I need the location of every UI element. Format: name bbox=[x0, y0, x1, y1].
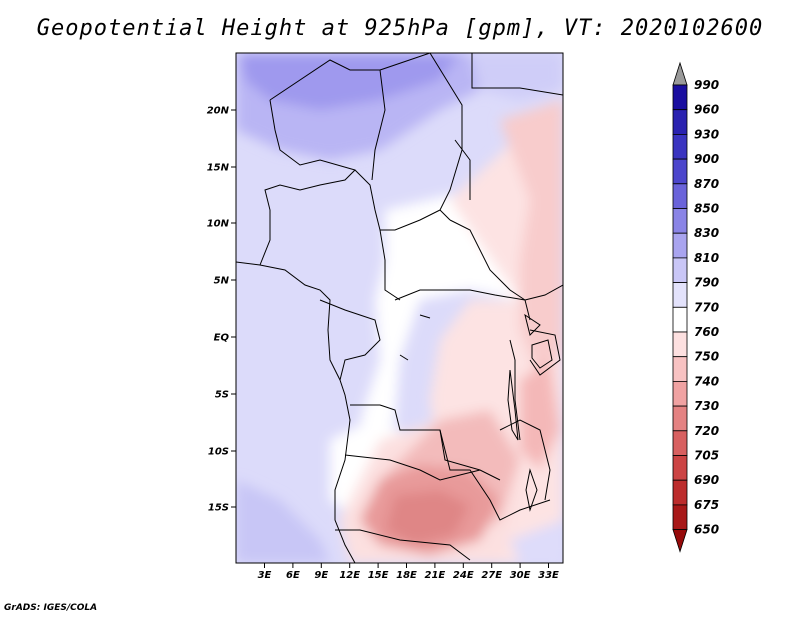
colorbar-segment bbox=[672, 380, 688, 407]
coastline-boundaries bbox=[236, 53, 563, 563]
colorbar-segment bbox=[672, 430, 688, 456]
colorbar-level-label: 690 bbox=[694, 473, 719, 487]
colorbar-segment bbox=[672, 183, 688, 209]
colorbar-level-label: 850 bbox=[694, 202, 719, 216]
colorbar-segment bbox=[672, 306, 688, 333]
colorbar-segment bbox=[672, 282, 688, 308]
lon-tick-label: 21E bbox=[425, 570, 446, 581]
lon-tick-label: 33E bbox=[538, 570, 559, 581]
lat-tick-label: 15S bbox=[208, 503, 229, 514]
colorbar-max-triangle bbox=[672, 61, 688, 86]
lat-tick-label: EQ bbox=[214, 333, 230, 344]
colorbar-level-label: 650 bbox=[694, 523, 719, 537]
colorbar-segment bbox=[672, 84, 688, 111]
colorbar-level-label: 760 bbox=[694, 325, 719, 339]
latitude-axis: 20N 15N 10N 5N EQ 5S 10S 15S bbox=[207, 106, 236, 514]
longitude-axis: 3E 6E 9E 12E 15E 18E 21E 24E 27E 30E 33E bbox=[258, 563, 559, 581]
map-frame bbox=[235, 52, 564, 564]
colorbar-segment bbox=[672, 455, 688, 481]
lon-tick-label: 12E bbox=[339, 570, 360, 581]
lon-tick-label: 6E bbox=[286, 570, 300, 581]
colorbar-level-label: 730 bbox=[694, 399, 719, 413]
colorbar-level-label: 770 bbox=[694, 300, 719, 314]
lat-tick-label: 10N bbox=[207, 219, 230, 230]
colorbar-level-label: 930 bbox=[694, 127, 719, 141]
colorbar-segment bbox=[672, 504, 688, 530]
colorbar-segment bbox=[672, 331, 688, 358]
colorbar-segment bbox=[672, 208, 688, 234]
colorbar-level-label: 750 bbox=[694, 350, 719, 364]
lat-tick-label: 5S bbox=[215, 390, 229, 401]
colorbar-segment bbox=[672, 257, 688, 283]
lon-tick-label: 9E bbox=[314, 570, 328, 581]
map-title: Geopotential Height at 925hPa [gpm], VT:… bbox=[36, 16, 764, 41]
colorbar-level-label: 675 bbox=[694, 498, 719, 512]
lon-tick-label: 24E bbox=[453, 570, 474, 581]
colorbar-level-label: 900 bbox=[694, 152, 719, 166]
colorbar-level-label: 705 bbox=[694, 449, 719, 463]
lon-tick-label: 18E bbox=[396, 570, 417, 581]
colorbar-level-label: 790 bbox=[694, 276, 719, 290]
colorbar-segment bbox=[672, 479, 688, 506]
colorbar-segment bbox=[672, 158, 688, 185]
lon-tick-label: 27E bbox=[481, 570, 502, 581]
colorbar-level-label: 960 bbox=[694, 103, 719, 117]
colorbar-legend: 990 960 930 900 870 850 830 810 790 770 760 750 740 7… bbox=[672, 61, 719, 553]
colorbar-segment bbox=[672, 232, 688, 259]
colorbar-min-triangle bbox=[672, 529, 688, 553]
lat-tick-label: 15N bbox=[207, 163, 230, 174]
colorbar-level-label: 720 bbox=[694, 424, 719, 438]
colorbar-level-label: 870 bbox=[694, 177, 719, 191]
colorbar-level-label: 990 bbox=[694, 78, 719, 92]
lon-tick-label: 15E bbox=[368, 570, 389, 581]
lat-tick-label: 10S bbox=[208, 447, 229, 458]
colorbar-level-label: 830 bbox=[694, 226, 719, 240]
colorbar-segment bbox=[672, 405, 688, 432]
lat-tick-label: 5N bbox=[214, 276, 230, 287]
lakes bbox=[399, 313, 553, 512]
map-panel bbox=[236, 53, 563, 563]
colorbar-segment bbox=[672, 133, 688, 160]
lat-tick-label: 20N bbox=[207, 106, 230, 117]
lon-tick-label: 30E bbox=[510, 570, 531, 581]
colorbar-level-label: 810 bbox=[694, 251, 719, 265]
colorbar-segment bbox=[672, 356, 688, 382]
lon-tick-label: 3E bbox=[258, 570, 272, 581]
grads-credit: GrADS: IGES/COLA bbox=[4, 603, 98, 613]
colorbar-level-label: 740 bbox=[694, 374, 719, 388]
colorbar-segment bbox=[672, 109, 688, 135]
